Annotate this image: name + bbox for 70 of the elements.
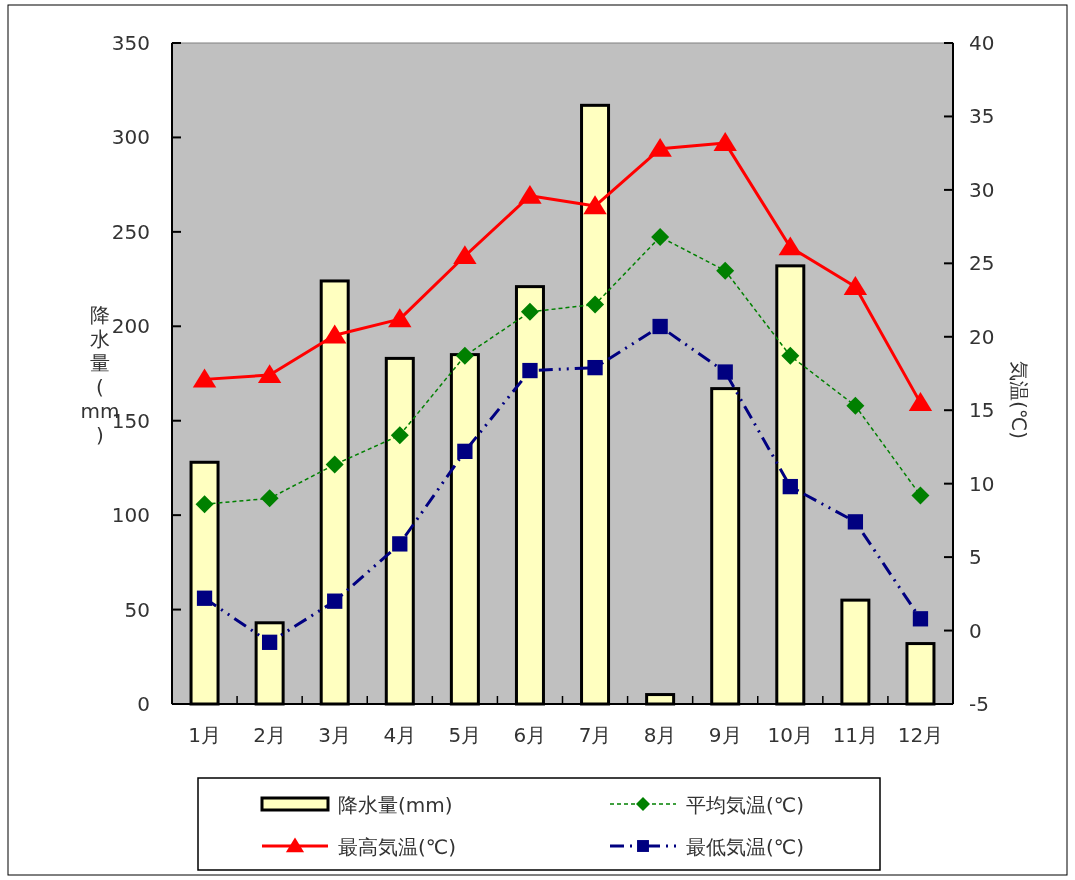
y2-tick-label: 25	[969, 251, 995, 276]
x-tick-label: 7月	[578, 723, 612, 747]
y-tick-label: 350	[111, 31, 150, 55]
x-tick-label: 1月	[188, 723, 221, 747]
x-tick-label: 8月	[643, 723, 677, 747]
point	[846, 396, 865, 415]
point	[778, 236, 802, 256]
point	[260, 489, 279, 508]
legend-label: 最高気温(℃)	[338, 835, 457, 859]
point	[522, 362, 538, 379]
y-tick-label: 200	[111, 314, 150, 339]
point	[520, 302, 539, 321]
y2-tick-label: 35	[969, 104, 995, 129]
point	[457, 443, 473, 459]
point	[651, 227, 670, 246]
point	[717, 364, 733, 380]
x-tick-label: 10月	[767, 723, 814, 747]
point	[325, 455, 344, 474]
y-tick-label: 300	[111, 125, 150, 150]
y2-tick-label: 10	[969, 471, 995, 496]
point	[716, 261, 735, 280]
point	[257, 364, 282, 384]
point	[455, 346, 474, 365]
point	[518, 184, 542, 204]
y-tick-label: 0	[137, 692, 150, 716]
point	[192, 368, 217, 388]
point	[652, 318, 668, 335]
y2-tick-label: 15	[969, 398, 995, 423]
y2-tick-label: 40	[969, 31, 995, 55]
point	[782, 478, 798, 495]
legend-label: 降水量(mm)	[338, 793, 453, 817]
y-tick-label: 250	[111, 219, 150, 244]
y2-axis-title: 気温(℃)	[1007, 360, 1031, 440]
x-tick-label: 6月	[513, 723, 547, 747]
point	[587, 359, 603, 376]
point	[847, 514, 864, 530]
point	[908, 392, 933, 411]
legend-label: 最低気温(℃)	[686, 835, 805, 859]
point	[713, 132, 737, 151]
point	[327, 593, 343, 609]
point	[388, 308, 412, 328]
point	[392, 536, 408, 552]
y2-tick-label: 5	[969, 545, 982, 570]
x-tick-label: 2月	[253, 723, 286, 747]
point	[911, 486, 930, 505]
x-tick-label: 3月	[318, 723, 352, 747]
x-tick-label: 11月	[832, 723, 879, 747]
x-tick-label: 9月	[708, 723, 742, 747]
point	[586, 295, 605, 314]
point	[843, 276, 868, 295]
point	[781, 346, 800, 365]
y2-tick-label: 0	[969, 618, 982, 643]
x-tick-label: 5月	[448, 723, 482, 747]
y-tick-label: 50	[124, 597, 150, 622]
point	[196, 590, 213, 606]
y2-tick-label: 20	[969, 324, 995, 349]
point	[390, 426, 409, 445]
point	[323, 324, 347, 344]
y2-tick-label: -5	[969, 692, 989, 716]
point	[648, 137, 672, 157]
x-tick-label: 4月	[383, 723, 417, 747]
point	[583, 195, 607, 215]
point	[453, 245, 477, 265]
y-tick-label: 100	[111, 503, 150, 528]
point	[912, 611, 929, 627]
point	[261, 634, 278, 650]
y2-tick-label: 30	[969, 177, 995, 202]
point	[195, 495, 214, 514]
legend-label: 平均気温(℃)	[686, 793, 805, 817]
x-tick-label: 12月	[897, 723, 944, 747]
